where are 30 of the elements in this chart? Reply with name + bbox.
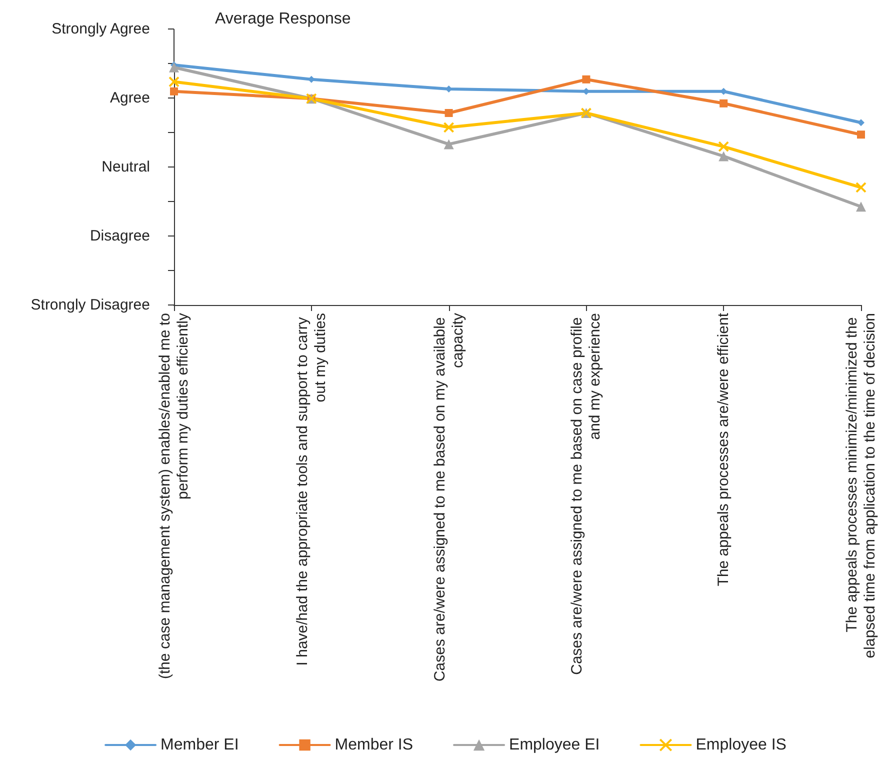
x-tick-label: The appeals processes are/were efficient (715, 312, 732, 586)
text: Strongly Disagree (30, 296, 150, 314)
legend-label: Employee IS (696, 736, 786, 754)
point (444, 109, 453, 117)
text: Agree (110, 90, 150, 106)
point (718, 141, 730, 152)
point (444, 139, 454, 150)
point (858, 119, 864, 126)
x-tick-label: Cases are/were assigned to me based on my available capacity (431, 312, 466, 682)
point (443, 122, 454, 133)
text: Neutral (102, 158, 150, 176)
point (856, 202, 866, 212)
point (170, 87, 178, 96)
x-tick-label: Cases are/were assigned to me based on case profile and my experience (568, 313, 604, 675)
legend-label: Employee EI (509, 736, 600, 754)
point (856, 182, 866, 193)
point (718, 151, 729, 162)
legend-label: Member EI (160, 736, 239, 754)
x-tick-label: I have/had the appropriate tools and support to carry out my duties (294, 313, 329, 666)
chart-title: Average Response (215, 10, 351, 28)
point (720, 99, 728, 108)
point (582, 75, 590, 84)
text: Disagree (90, 228, 150, 244)
x-tick-label: (the case management system) enables/enabled me to perform my duties efficiently (156, 312, 192, 680)
text: Strongly Agree (52, 20, 150, 38)
point (168, 76, 180, 88)
legend-label: Member IS (334, 736, 414, 754)
point (720, 88, 728, 95)
x-tick-label: The appeals processes minimize/minimized the elapsed time from application to the time of decision (844, 313, 878, 658)
point (857, 130, 865, 139)
